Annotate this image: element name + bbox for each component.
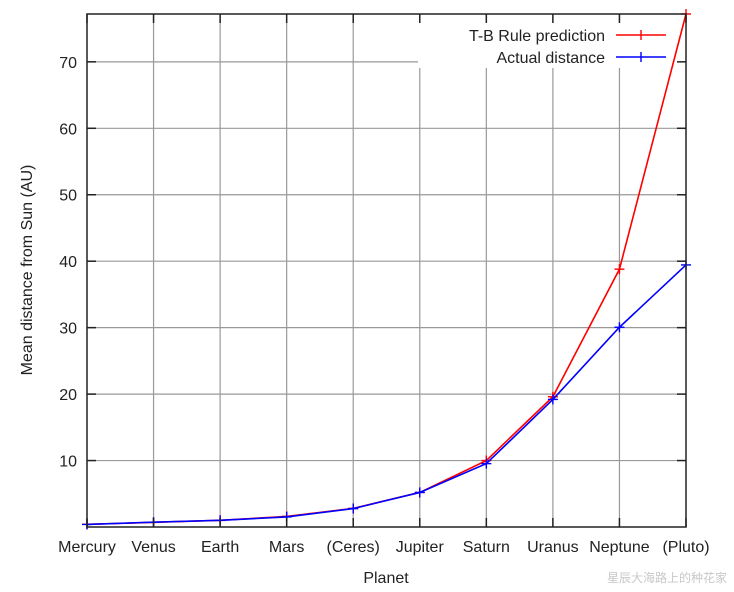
x-tick-label: Mars: [269, 539, 305, 556]
legend: T-B Rule prediction Actual distance: [469, 28, 666, 67]
y-tick-label: 10: [59, 454, 77, 471]
y-tick-label: 40: [59, 254, 77, 271]
x-tick-label: (Pluto): [662, 539, 709, 556]
x-tick-label: Mercury: [58, 539, 116, 556]
x-tick-label: Saturn: [463, 539, 510, 556]
legend-background: [418, 22, 680, 68]
y-tick-label: 50: [59, 188, 77, 205]
legend-label: T-B Rule prediction: [469, 28, 605, 45]
x-tick-label: Earth: [201, 539, 239, 556]
y-axis-ticks: 10 20 30 40 50 60 70: [59, 55, 686, 471]
data-series: [82, 9, 691, 530]
x-tick-label: Venus: [131, 539, 175, 556]
plot-frame: [86, 13, 687, 528]
x-tick-label: Neptune: [589, 539, 650, 556]
x-axis-title: Planet: [363, 570, 409, 587]
x-tick-label: Uranus: [527, 539, 579, 556]
y-tick-label: 60: [59, 121, 77, 138]
y-tick-label: 30: [59, 321, 77, 338]
grid-lines: [87, 14, 686, 527]
x-tick-label: (Ceres): [327, 539, 380, 556]
y-tick-label: 20: [59, 387, 77, 404]
watermark: 星辰大海路上的种花家: [607, 570, 727, 585]
y-tick-label: 70: [59, 55, 77, 72]
legend-label: Actual distance: [496, 50, 605, 67]
x-axis-ticks: Mercury Venus Earth Mars (Ceres) Jupiter Satur…: [58, 14, 710, 556]
series-line-1: [86, 264, 687, 526]
series-line-0: [86, 13, 687, 526]
x-tick-label: Jupiter: [396, 539, 445, 556]
y-axis-title: Mean distance from Sun (AU): [19, 165, 36, 376]
